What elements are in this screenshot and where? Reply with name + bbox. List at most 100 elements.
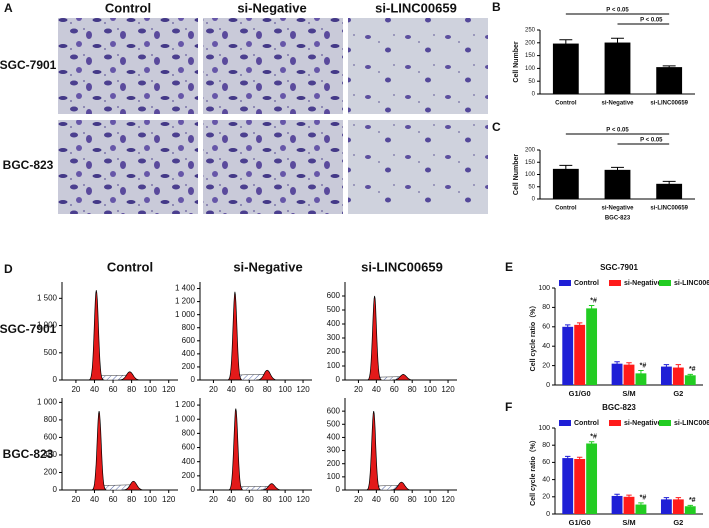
significance-mark: *# [640, 362, 647, 369]
y-axis-label: Cell Number [513, 41, 520, 83]
chart-title: SGC-7901 [600, 263, 638, 272]
y-tick-label: 1 000 [37, 321, 58, 330]
y-tick-label: 100 [327, 361, 341, 370]
y-tick-label: 200 [327, 347, 341, 356]
y-tick-label: 250 [525, 28, 536, 34]
error-bar [611, 37, 624, 47]
y-tick-label: 1 000 [37, 397, 58, 406]
error-bar [559, 39, 573, 48]
y-tick-label: 20 [542, 362, 550, 369]
bar [672, 367, 684, 385]
bar [574, 458, 586, 514]
y-tick-label: 60 [542, 324, 550, 331]
error-bar [675, 497, 682, 502]
bar [552, 43, 579, 94]
y-axis-label: Cell Number [513, 154, 520, 196]
micrograph [348, 120, 488, 214]
x-tick-label: 40 [90, 385, 99, 394]
column-title: si-LINC00659 [361, 259, 443, 274]
error-bar [565, 324, 571, 329]
y-tick-label: 50 [528, 79, 535, 85]
legend-swatch [609, 280, 621, 286]
y-tick-label: 600 [44, 433, 58, 442]
bar [552, 168, 579, 199]
error-bar [576, 456, 583, 461]
error-bar [611, 166, 624, 173]
y-tick-label: 0 [546, 511, 550, 518]
column-title: si-Negative [237, 0, 306, 15]
x-tick-label: 80 [408, 385, 417, 394]
panel-letter: E [505, 260, 513, 274]
cell-peak [367, 295, 382, 381]
bar [562, 326, 574, 385]
y-tick-label: 200 [182, 471, 196, 480]
error-bar [626, 494, 632, 499]
error-bar [614, 493, 620, 498]
error-bar [638, 502, 644, 507]
cell-peak [392, 374, 415, 381]
y-tick-label: 150 [525, 160, 536, 166]
x-tick-label: 100 [278, 385, 292, 394]
y-tick-label: 0 [546, 382, 550, 389]
error-bar [576, 322, 583, 327]
error-bar [663, 497, 670, 502]
micrograph [58, 120, 198, 214]
y-tick-label: 200 [44, 468, 58, 477]
x-tick-label: 100 [143, 495, 157, 504]
x-tick-label: 20 [354, 495, 363, 504]
cell-peak [228, 408, 243, 491]
x-tick-label: 80 [408, 495, 417, 504]
y-tick-label: 40 [542, 476, 550, 483]
y-tick-label: 100 [538, 425, 550, 432]
cell-peak [87, 290, 105, 381]
legend-swatch [659, 280, 671, 286]
bar [562, 458, 574, 514]
y-tick-label: 100 [327, 472, 341, 481]
annotation: P < 0.05 [640, 138, 663, 144]
cell-peak [227, 291, 242, 381]
bar [672, 499, 684, 514]
y-tick-label: 400 [182, 349, 196, 358]
y-tick-label: 80 [542, 304, 550, 311]
row-label: BGC-823 [3, 447, 54, 461]
bar [623, 496, 635, 514]
significance-mark: *# [590, 297, 597, 304]
bar [684, 506, 696, 514]
x-tick-label: si-Negative [601, 206, 634, 212]
y-tick-label: 300 [327, 446, 341, 455]
bar [656, 183, 683, 199]
cell-peak [91, 411, 107, 491]
error-bar [662, 180, 676, 187]
y-tick-label: 20 [542, 494, 550, 501]
x-tick-label: 40 [90, 495, 99, 504]
x-tick-label: 120 [441, 495, 455, 504]
y-tick-label: 600 [327, 291, 341, 300]
significance-mark: *# [640, 495, 647, 502]
x-tick-label: G1/G0 [569, 518, 591, 527]
y-tick-label: 200 [525, 148, 536, 154]
micrograph [203, 18, 343, 114]
x-tick-label: G2 [673, 389, 683, 398]
bar [611, 495, 623, 514]
x-tick-label: si-LINC00659 [650, 101, 688, 107]
cell-peak [256, 369, 279, 381]
y-tick-label: 400 [182, 457, 196, 466]
y-tick-label: 1 000 [175, 414, 196, 423]
error-bar [662, 65, 676, 69]
panel-letter: B [492, 0, 501, 14]
legend-label: Control [574, 420, 599, 427]
x-tick-label: si-LINC00659 [650, 206, 688, 212]
panel-letter: C [492, 120, 501, 134]
bar [684, 375, 696, 385]
x-tick-label: 20 [354, 385, 363, 394]
x-tick-label: 40 [372, 385, 381, 394]
y-tick-label: 600 [182, 443, 196, 452]
x-tick-label: 40 [372, 495, 381, 504]
error-bar [687, 373, 693, 377]
x-tick-label: 60 [109, 495, 118, 504]
chart-title: BGC-823 [602, 403, 636, 412]
y-axis-label: Cell cycle ratio（%） [529, 436, 537, 506]
y-tick-label: 400 [327, 433, 341, 442]
